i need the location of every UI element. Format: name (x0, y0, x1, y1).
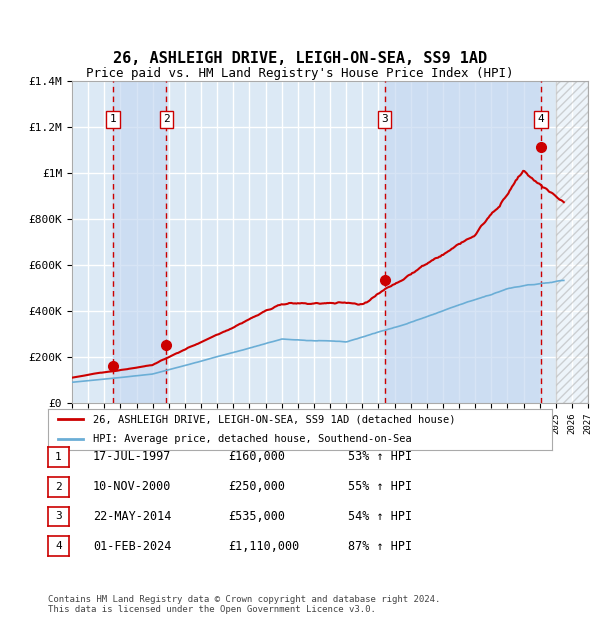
Text: 87% ↑ HPI: 87% ↑ HPI (348, 540, 412, 552)
Text: 17-JUL-1997: 17-JUL-1997 (93, 451, 172, 463)
Text: £160,000: £160,000 (228, 451, 285, 463)
Text: £1,110,000: £1,110,000 (228, 540, 299, 552)
Text: 53% ↑ HPI: 53% ↑ HPI (348, 451, 412, 463)
Text: 26, ASHLEIGH DRIVE, LEIGH-ON-SEA, SS9 1AD (detached house): 26, ASHLEIGH DRIVE, LEIGH-ON-SEA, SS9 1A… (94, 414, 456, 424)
Text: 4: 4 (55, 541, 62, 551)
Bar (556, 81, 588, 403)
Text: £250,000: £250,000 (228, 480, 285, 493)
Text: 22-MAY-2014: 22-MAY-2014 (93, 510, 172, 523)
Text: 3: 3 (55, 512, 62, 521)
Text: 01-FEB-2024: 01-FEB-2024 (93, 540, 172, 552)
Text: 10-NOV-2000: 10-NOV-2000 (93, 480, 172, 493)
Text: Price paid vs. HM Land Registry's House Price Index (HPI): Price paid vs. HM Land Registry's House … (86, 67, 514, 79)
Text: HPI: Average price, detached house, Southend-on-Sea: HPI: Average price, detached house, Sout… (94, 435, 412, 445)
Text: 55% ↑ HPI: 55% ↑ HPI (348, 480, 412, 493)
Text: Contains HM Land Registry data © Crown copyright and database right 2024.
This d: Contains HM Land Registry data © Crown c… (48, 595, 440, 614)
Text: 2: 2 (163, 114, 170, 124)
Text: 1: 1 (110, 114, 116, 124)
Text: £535,000: £535,000 (228, 510, 285, 523)
Text: 4: 4 (538, 114, 544, 124)
Text: 54% ↑ HPI: 54% ↑ HPI (348, 510, 412, 523)
Text: 1: 1 (55, 452, 62, 462)
Text: 26, ASHLEIGH DRIVE, LEIGH-ON-SEA, SS9 1AD: 26, ASHLEIGH DRIVE, LEIGH-ON-SEA, SS9 1A… (113, 51, 487, 66)
Bar (113, 81, 166, 403)
Text: 2: 2 (55, 482, 62, 492)
Bar (385, 81, 541, 403)
Text: 3: 3 (381, 114, 388, 124)
